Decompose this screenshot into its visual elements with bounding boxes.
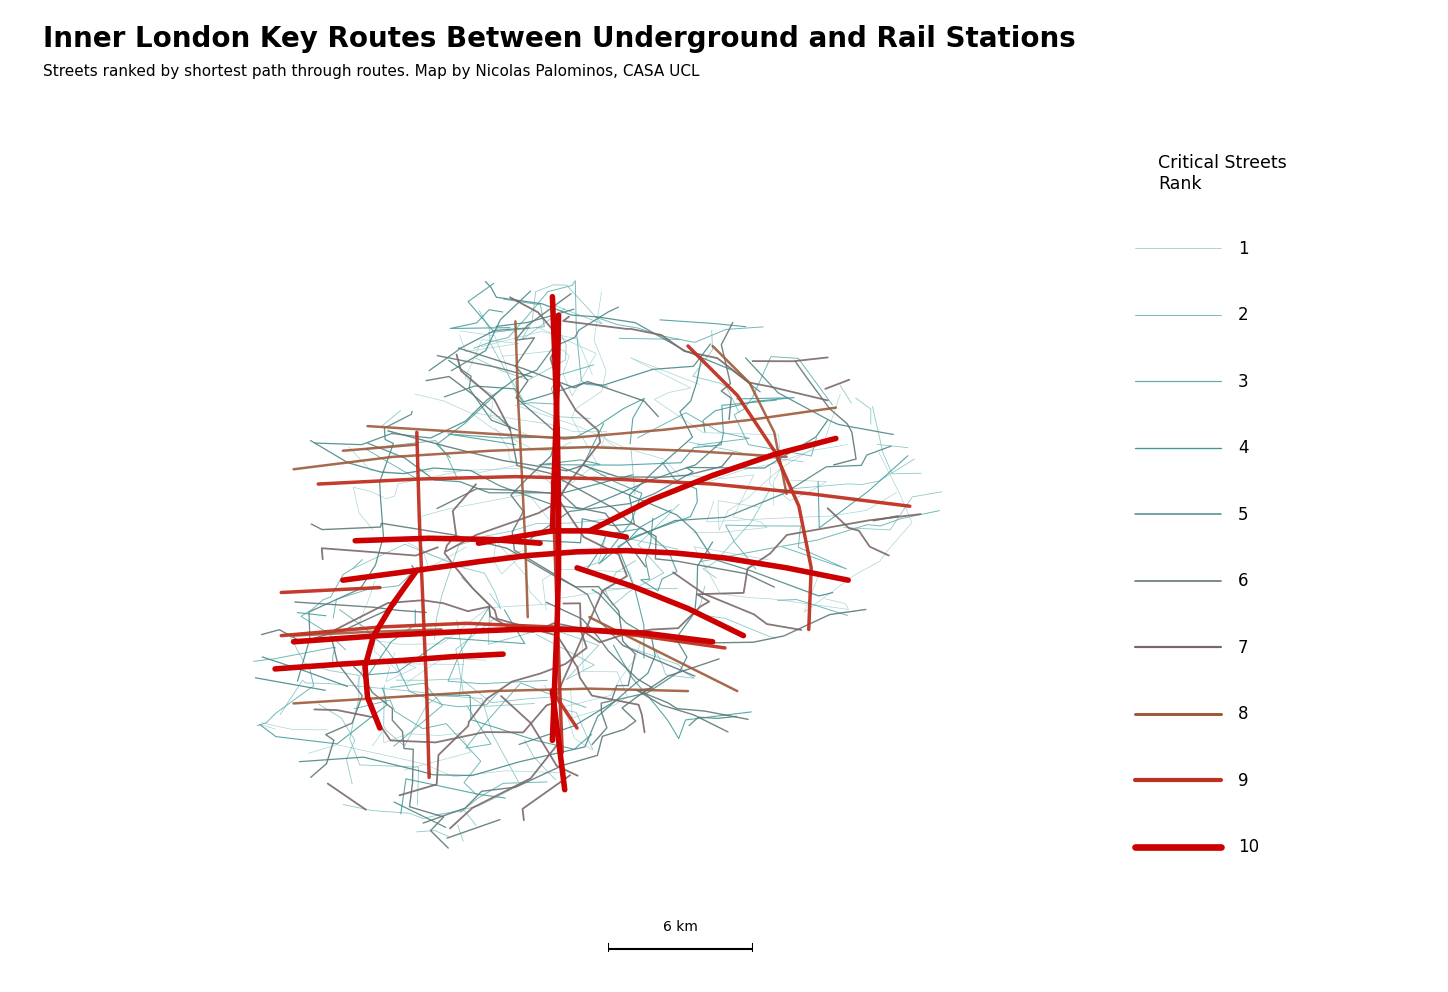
Text: Streets ranked by shortest path through routes. Map by Nicolas Palominos, CASA U: Streets ranked by shortest path through … — [43, 64, 699, 79]
Text: Critical Streets
Rank: Critical Streets Rank — [1158, 154, 1287, 192]
Text: 2: 2 — [1238, 307, 1248, 324]
Text: 7: 7 — [1238, 639, 1248, 657]
Text: Inner London Key Routes Between Underground and Rail Stations: Inner London Key Routes Between Undergro… — [43, 25, 1076, 53]
Text: 3: 3 — [1238, 373, 1248, 391]
Text: 1: 1 — [1238, 240, 1248, 258]
Text: 6 km: 6 km — [663, 921, 698, 934]
Text: 6: 6 — [1238, 572, 1248, 590]
Text: 9: 9 — [1238, 772, 1248, 790]
Text: 8: 8 — [1238, 705, 1248, 723]
Text: 10: 10 — [1238, 838, 1260, 856]
Text: 5: 5 — [1238, 506, 1248, 524]
Text: 4: 4 — [1238, 439, 1248, 457]
